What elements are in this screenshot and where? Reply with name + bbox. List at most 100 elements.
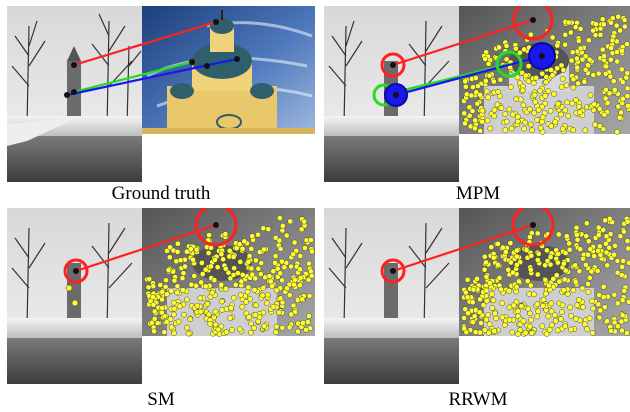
keypoint-dot — [462, 306, 469, 313]
keypoint-dot — [534, 313, 541, 320]
keypoint-dot — [526, 106, 533, 113]
keypoint-dot — [170, 311, 177, 318]
keypoint-dot — [596, 314, 603, 321]
keypoint-dot — [594, 268, 601, 274]
keypoint-dot — [542, 290, 549, 297]
keypoint-dot — [522, 119, 529, 126]
keypoint-dot — [514, 113, 521, 120]
keypoint-dot — [557, 316, 564, 322]
keypoint-dot — [562, 107, 569, 114]
keypoint-dot — [589, 298, 595, 305]
keypoint-dot — [509, 111, 516, 118]
keypoint-dot — [619, 95, 626, 102]
keypoint-dot — [498, 286, 504, 293]
keypoint-dot — [521, 46, 527, 53]
keypoint-dot — [527, 266, 534, 273]
left-winter-scene — [7, 6, 142, 182]
keypoint-dot — [614, 49, 620, 55]
keypoint-dot — [506, 106, 513, 113]
keypoint-dot — [205, 250, 212, 256]
keypoint-dot — [291, 281, 297, 288]
keypoint-dot — [547, 107, 554, 114]
sm-matches — [63, 208, 238, 307]
keypoint-dot — [468, 92, 475, 99]
keypoint-dot — [276, 309, 282, 316]
keypoint-dot — [600, 294, 607, 300]
keypoint-dot — [214, 264, 221, 271]
keypoint-dot — [251, 325, 257, 331]
keypoint-dot — [496, 44, 502, 51]
keypoint-dot — [535, 308, 542, 315]
keypoint-dot — [273, 323, 280, 330]
keypoint-dot — [238, 278, 245, 285]
keypoint-dot — [568, 312, 574, 319]
keypoint-dot — [222, 265, 229, 272]
keypoint-dot — [508, 259, 514, 266]
keypoint-dot — [230, 295, 237, 301]
keypoint-dot — [609, 37, 616, 44]
keypoint-dot — [277, 215, 283, 221]
keypoint-dot — [562, 250, 569, 256]
keypoint-dot — [572, 279, 579, 285]
keypoint-dot — [570, 287, 577, 294]
keypoint-dot — [503, 118, 510, 125]
keypoint-dot — [592, 121, 598, 128]
keypoint-dot — [513, 247, 520, 254]
ground-truth-matches — [64, 19, 240, 98]
keypoint-dot — [509, 329, 516, 336]
keypoint-dot — [586, 274, 593, 281]
sm-image-pair — [7, 208, 315, 384]
keypoint-dot — [197, 295, 204, 302]
keypoint-dot — [548, 67, 554, 73]
keypoint-dot — [560, 67, 567, 73]
keypoint-dot — [181, 311, 187, 318]
keypoint-dot — [480, 302, 487, 308]
keypoint-dot — [555, 259, 561, 266]
keypoint-dot — [603, 249, 610, 256]
keypoint-dot — [614, 258, 621, 264]
keypoint-dot — [497, 76, 504, 83]
keypoint-dot — [623, 74, 630, 81]
keypoint-dot — [474, 100, 481, 107]
keypoint-dot — [625, 298, 630, 305]
keypoint-dot — [485, 312, 491, 318]
keypoint-dot — [183, 296, 190, 303]
keypoint-dot — [483, 298, 490, 304]
rrwm-matches — [380, 208, 555, 284]
keypoint-dot — [543, 79, 549, 86]
keypoint-dot — [465, 310, 471, 317]
keypoint-dot — [499, 300, 505, 307]
keypoint-dot — [496, 275, 503, 281]
keypoint-dot — [463, 289, 469, 296]
keypoint-dot — [611, 87, 618, 93]
keypoint-dot — [586, 37, 592, 44]
keypoint-dot — [533, 74, 539, 81]
keypoint-dot — [162, 283, 169, 290]
keypoint-dot — [539, 114, 546, 121]
keypoint-dot — [260, 285, 266, 291]
keypoint-dot — [485, 94, 491, 101]
keypoint-dot — [619, 264, 625, 270]
keypoint-dot — [614, 58, 621, 65]
keypoint-dot — [531, 110, 538, 116]
keypoint-dot — [487, 125, 494, 132]
keypoint-dot — [236, 241, 243, 248]
keypoint-dot — [514, 74, 521, 81]
keypoint-dot — [309, 248, 315, 255]
keypoint-dot — [150, 301, 157, 308]
keypoint-dot — [562, 41, 568, 48]
keypoint-dot — [260, 225, 267, 232]
keypoint-dot — [477, 296, 483, 303]
keypoint-dot — [542, 262, 548, 269]
keypoint-dot — [299, 296, 305, 303]
keypoint-dot — [570, 76, 577, 83]
keypoint-dot — [151, 315, 158, 322]
keypoint-dot — [586, 56, 593, 63]
keypoint-dot — [261, 246, 267, 253]
keypoint-dot — [600, 283, 607, 290]
keypoint-dot — [471, 313, 478, 320]
keypoint-dot — [572, 24, 579, 30]
keypoint-dot — [579, 56, 586, 63]
keypoint-dot — [308, 237, 314, 243]
keypoint-dot — [525, 305, 532, 312]
